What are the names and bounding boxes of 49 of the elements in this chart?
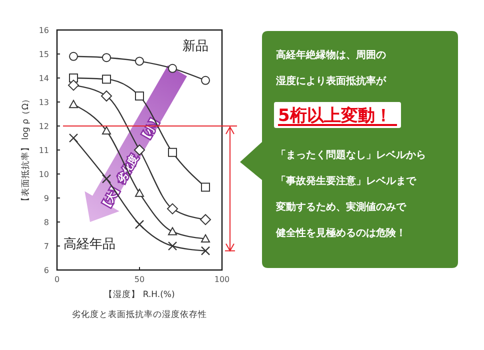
text: 変動するため、実測値のみで <box>275 201 407 213</box>
y-axis-title: 【表面抵抗率】 log ρ（Ω） <box>20 94 31 206</box>
text: 5桁以上変動！ <box>278 106 392 126</box>
point <box>69 100 78 108</box>
point <box>168 148 177 157</box>
y-tick-label: 15 <box>38 50 49 59</box>
x-axis-title: 【湿度】 R.H.(%) <box>104 289 175 300</box>
point <box>134 220 144 229</box>
y-tick-label: 8 <box>44 218 49 227</box>
point <box>167 203 178 214</box>
point <box>101 90 112 102</box>
text: 「まったく問題なし」レベルから <box>276 149 426 161</box>
text: 湿度により表面抵抗率が <box>275 75 387 87</box>
point <box>135 92 144 100</box>
y-tick-label: 14 <box>38 74 49 83</box>
y-tick-label: 16 <box>38 26 49 35</box>
text: 健全性を見極めるのは危険！ <box>275 227 406 239</box>
point <box>200 246 210 256</box>
point <box>68 80 79 91</box>
y-tick-label: 9 <box>44 194 49 203</box>
point <box>168 241 178 251</box>
point <box>102 53 111 62</box>
y-tick-label: 11 <box>38 146 49 155</box>
y-tick-label: 7 <box>44 242 49 251</box>
x-tick-label: 100 <box>214 275 230 284</box>
point <box>68 133 78 143</box>
text: 高経年絶縁物は、周囲の <box>276 49 386 61</box>
point <box>135 188 144 197</box>
text: 劣化度と表面抵抗率の湿度依存性 <box>72 309 207 320</box>
point <box>69 52 78 61</box>
y-tick-label: 10 <box>38 170 49 179</box>
x-tick-label: 50 <box>134 275 145 284</box>
point <box>201 76 210 85</box>
point <box>102 126 111 134</box>
x-tick-label: 0 <box>54 275 60 284</box>
text: 「事故発生要注意」レベルまで <box>276 175 417 187</box>
point <box>201 182 210 192</box>
point <box>135 56 144 66</box>
point <box>102 174 112 184</box>
annotation: 新品 <box>182 39 209 54</box>
point <box>200 214 211 226</box>
annotation: 高経年品 <box>64 236 116 252</box>
point <box>168 64 177 73</box>
y-tick-label: 12 <box>38 122 49 131</box>
point <box>168 227 177 236</box>
y-tick-label: 6 <box>44 266 49 275</box>
point <box>102 74 111 84</box>
point <box>201 234 210 242</box>
y-tick-label: 13 <box>38 98 49 107</box>
